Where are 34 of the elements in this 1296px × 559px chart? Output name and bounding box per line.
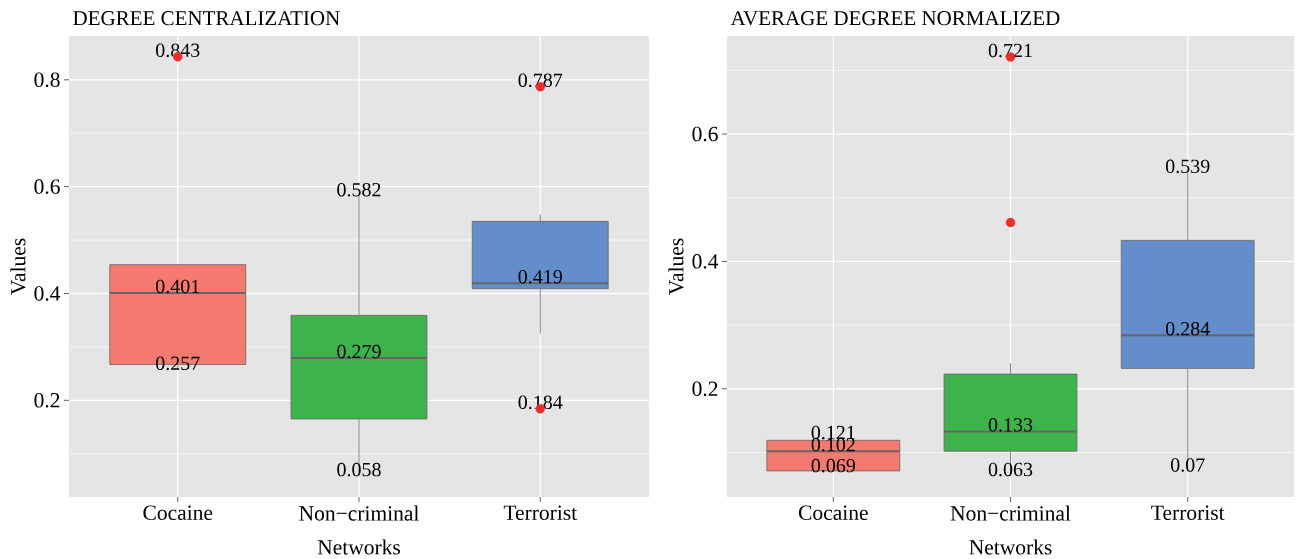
annotation: 0.133	[988, 418, 1033, 432]
annotation: 0.419	[518, 270, 562, 284]
annotation: 0.843	[156, 43, 200, 58]
x-axis-title: Networks	[317, 539, 401, 555]
y-tick-label: 0.4	[692, 254, 719, 269]
annotation: 0.787	[518, 73, 563, 88]
annotation: 0.069	[811, 458, 856, 473]
annotation: 0.063	[988, 462, 1033, 477]
annotation: 0.058	[337, 462, 381, 477]
annotation: 0.539	[1165, 159, 1210, 174]
annotation: 0.582	[337, 182, 381, 197]
y-tick-label: 0.8	[34, 72, 60, 88]
x-tick-label: Cocaine	[143, 505, 213, 520]
y-axis-title: Values	[668, 238, 684, 295]
y-tick-label: 0.2	[692, 381, 718, 397]
annotation: 0.257	[156, 356, 200, 371]
annotation: 0.07	[1170, 458, 1205, 472]
chart-title: DEGREE CENTRALIZATION	[73, 11, 340, 26]
y-tick-label: 0.2	[34, 393, 60, 408]
annotation: 0.284	[1165, 321, 1210, 336]
annotation: 0.401	[156, 279, 200, 294]
y-tick-label: 0.4	[34, 286, 61, 301]
annotation: 0.279	[337, 344, 381, 359]
x-tick-label: Cocaine	[798, 505, 868, 520]
x-tick-label: Terrorist	[503, 505, 578, 520]
x-tick-label: Non−criminal	[950, 505, 1071, 521]
annotation: 0.721	[988, 43, 1032, 58]
chart-title: AVERAGE DEGREE NORMALIZED	[730, 11, 1060, 26]
y-axis-title: Values	[10, 238, 26, 295]
x-tick-label: Terrorist	[1151, 505, 1225, 520]
x-tick-label: Non−criminal	[299, 505, 419, 521]
y-tick-label: 0.6	[34, 179, 60, 194]
x-axis-title: Networks	[969, 539, 1052, 555]
y-tick-label: 0.6	[692, 126, 718, 142]
